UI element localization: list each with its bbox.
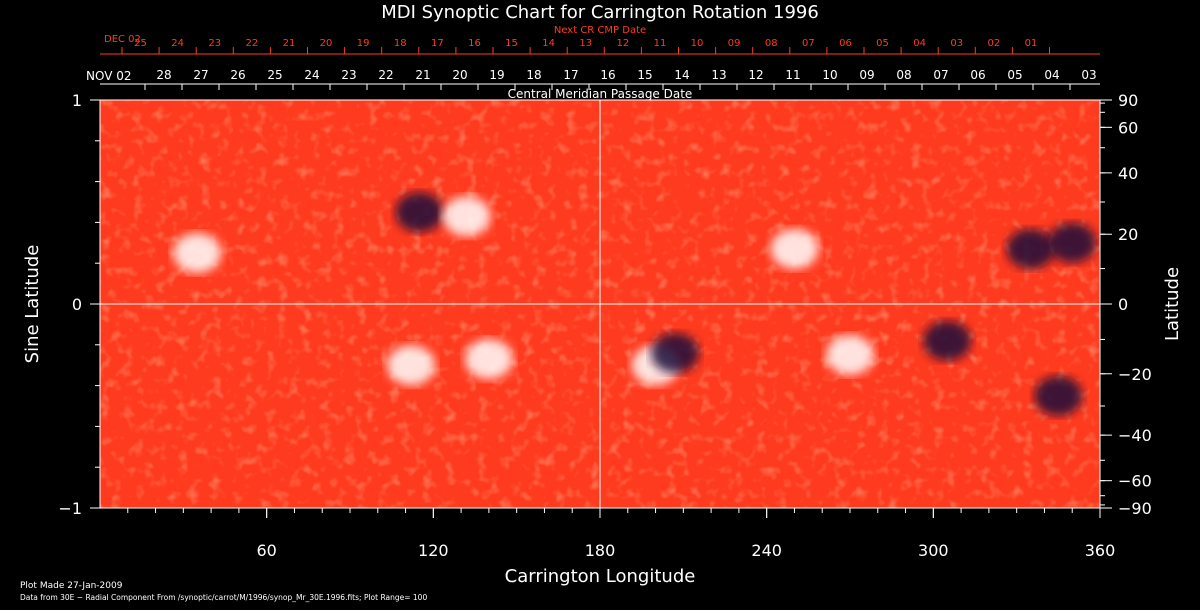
y-left-tick-label: −1 xyxy=(58,499,82,518)
white-tick-label: 04 xyxy=(1044,68,1059,82)
white-axis-title: Central Meridian Passage Date xyxy=(508,87,693,101)
active-region-negative xyxy=(1048,222,1097,263)
white-tick-label: 21 xyxy=(415,68,430,82)
active-region-negative xyxy=(1006,228,1055,269)
white-tick-label: 11 xyxy=(785,68,800,82)
red-tick-label: 01 xyxy=(1025,38,1038,49)
red-axis-start-label: DEC 02 xyxy=(104,34,141,45)
y-axis-left-ticks: 1 0 −1 xyxy=(58,91,100,518)
white-axis-start-label: NOV 02 xyxy=(86,69,132,83)
red-tick-label: 15 xyxy=(505,38,518,49)
red-tick-label: 21 xyxy=(283,38,296,49)
x-tick-label: 180 xyxy=(585,541,616,560)
white-tick-label: 24 xyxy=(304,68,319,82)
white-tick-label: 18 xyxy=(526,68,541,82)
white-tick-label: 20 xyxy=(452,68,467,82)
red-axis-ticks: 25 24 23 22 21 20 19 18 17 16 15 14 13 12 11 10 09 08 07 06… xyxy=(121,38,1050,54)
red-tick-label: 07 xyxy=(802,38,815,49)
y-right-tick-label: 20 xyxy=(1118,225,1138,244)
red-tick-label: 20 xyxy=(320,38,333,49)
white-tick-label: 14 xyxy=(674,68,689,82)
red-tick-label: 03 xyxy=(950,38,963,49)
red-tick-label: 17 xyxy=(431,38,444,49)
y-left-tick-label: 0 xyxy=(72,295,82,314)
y-axis-label-right: Latitude xyxy=(1162,267,1183,341)
active-region-positive xyxy=(826,335,874,375)
y-right-tick-label: −90 xyxy=(1118,499,1152,518)
y-left-tick-label: 1 xyxy=(72,91,82,110)
red-tick-label: 11 xyxy=(654,38,667,49)
x-tick-label: 120 xyxy=(418,541,449,560)
red-tick-label: 04 xyxy=(913,38,926,49)
white-tick-label: 09 xyxy=(859,68,874,82)
white-tick-label: 03 xyxy=(1081,68,1096,82)
white-tick-label: 22 xyxy=(378,68,393,82)
white-tick-label: 26 xyxy=(230,68,245,82)
red-tick-label: 09 xyxy=(728,38,741,49)
x-axis-label: Carrington Longitude xyxy=(505,566,696,587)
red-tick-label: 05 xyxy=(876,38,889,49)
y-right-tick-label: −20 xyxy=(1118,365,1152,384)
x-tick-label: 300 xyxy=(918,541,949,560)
y-right-tick-label: 0 xyxy=(1118,295,1128,314)
white-tick-label: 25 xyxy=(267,68,282,82)
white-tick-label: 12 xyxy=(748,68,763,82)
active-region-positive xyxy=(442,196,491,237)
plot-area xyxy=(99,99,1101,509)
red-tick-label: 08 xyxy=(765,38,778,49)
x-tick-label: 60 xyxy=(256,541,276,560)
red-tick-label: 14 xyxy=(542,38,555,49)
red-axis-title: Next CR CMP Date xyxy=(554,25,646,36)
active-region-positive xyxy=(173,233,222,273)
red-tick-label: 22 xyxy=(245,38,258,49)
white-tick-label: 17 xyxy=(563,68,578,82)
y-right-tick-label: −40 xyxy=(1118,426,1152,445)
active-region-negative xyxy=(923,320,972,361)
white-tick-label: 19 xyxy=(489,68,504,82)
white-tick-label: 06 xyxy=(970,68,985,82)
data-source-note: Data from 30E − Radial Component From /s… xyxy=(20,593,427,602)
red-tick-label: 13 xyxy=(579,38,592,49)
white-axis-ticks: 28 27 26 25 24 23 22 21 20 19 18 17 16 15 14 13 12 11 10 09… xyxy=(144,68,1097,90)
x-axis-ticks: 60 120 180 240 300 360 xyxy=(127,508,1116,560)
red-tick-label: 23 xyxy=(208,38,221,49)
y-right-tick-label: 40 xyxy=(1118,164,1138,183)
red-tick-label: 16 xyxy=(468,38,481,49)
active-region-positive xyxy=(770,228,819,269)
white-tick-label: 28 xyxy=(156,68,171,82)
active-region-negative xyxy=(1034,375,1083,416)
white-tick-label: 16 xyxy=(600,68,615,82)
active-regions xyxy=(173,192,1097,416)
red-tick-label: 18 xyxy=(394,38,407,49)
red-tick-label: 24 xyxy=(171,38,184,49)
y-axis-label-left: Sine Latitude xyxy=(22,245,43,364)
x-tick-label: 240 xyxy=(751,541,782,560)
red-tick-label: 12 xyxy=(616,38,629,49)
active-region-positive xyxy=(464,339,513,380)
red-tick-label: 10 xyxy=(691,38,704,49)
white-tick-label: 05 xyxy=(1007,68,1022,82)
active-region-negative xyxy=(395,192,444,233)
plot-made-note: Plot Made 27-Jan-2009 xyxy=(20,581,123,591)
active-region-negative xyxy=(651,332,699,373)
red-tick-label: 19 xyxy=(357,38,370,49)
y-right-tick-label: −60 xyxy=(1118,472,1152,491)
white-tick-label: 07 xyxy=(933,68,948,82)
red-tick-label: 06 xyxy=(839,38,852,49)
y-axis-right-ticks: 90 60 40 20 0 −20 −40 −60 −90 xyxy=(1100,91,1152,518)
red-tick-label: 02 xyxy=(987,38,1000,49)
red-tick-label: 25 xyxy=(134,38,147,49)
y-right-tick-label: 90 xyxy=(1118,91,1138,110)
white-tick-label: 27 xyxy=(193,68,208,82)
white-tick-label: 15 xyxy=(637,68,652,82)
x-tick-label: 360 xyxy=(1085,541,1116,560)
chart-title: MDI Synoptic Chart for Carrington Rotati… xyxy=(381,2,819,23)
white-tick-label: 13 xyxy=(711,68,726,82)
active-region-positive xyxy=(387,345,436,386)
y-right-tick-label: 60 xyxy=(1118,118,1138,137)
white-tick-label: 23 xyxy=(341,68,356,82)
white-tick-label: 08 xyxy=(896,68,911,82)
white-tick-label: 10 xyxy=(822,68,837,82)
